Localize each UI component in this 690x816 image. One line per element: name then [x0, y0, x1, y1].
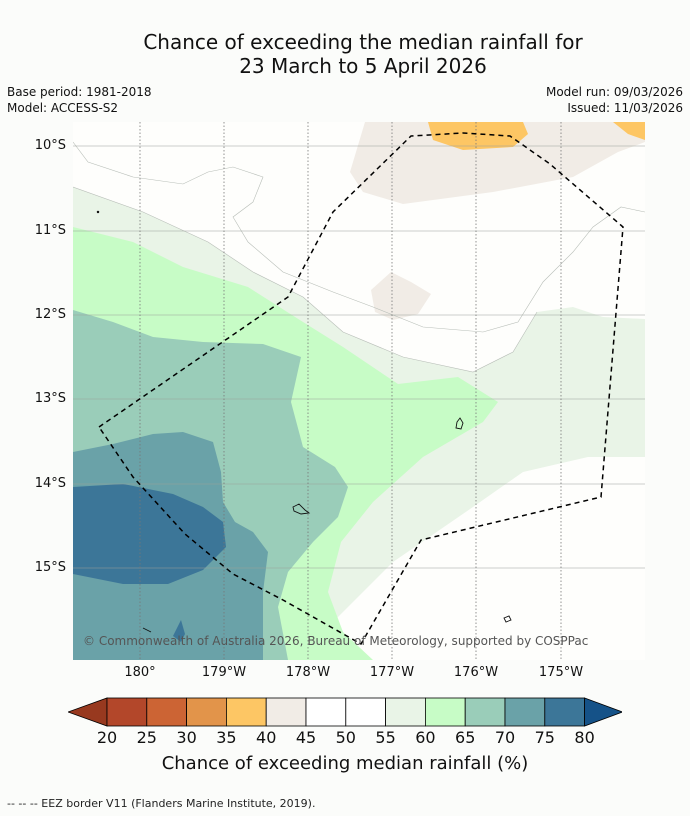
copyright-notice: © Commonwealth of Australia 2026, Bureau… [83, 634, 589, 648]
colorbar-cell [225, 697, 267, 727]
title-line-2: 23 March to 5 April 2026 [239, 54, 487, 78]
colorbar-tick-label: 30 [176, 728, 197, 747]
lon-label-175w: 175°W [538, 665, 584, 680]
lon-label-176w: 176°W [453, 665, 499, 680]
base-period: Base period: 1981-2018 [7, 85, 152, 99]
lat-label-12s: 12°S [34, 307, 66, 322]
colorbar-tick-label: 25 [136, 728, 157, 747]
region-50-55-patch [403, 552, 593, 660]
colorbar-tick-label: 70 [494, 728, 516, 747]
colorbar-cell [106, 697, 148, 727]
region-35-40-top [428, 122, 528, 150]
title-line-1: Chance of exceeding the median rainfall … [143, 30, 583, 54]
model-info: Base period: 1981-2018 Model: ACCESS-S2 [7, 84, 152, 116]
graticule [73, 145, 645, 569]
colorbar-high-extension [584, 697, 622, 727]
colorbar-tick-label: 60 [415, 728, 436, 747]
region-50-55-patch-right [593, 482, 645, 660]
lon-label-180: 180° [124, 665, 156, 680]
region-35-40-top-right [613, 122, 645, 140]
island-funafuti [455, 417, 464, 430]
meridians [139, 122, 562, 660]
colorbar-cell [504, 697, 546, 727]
contour-lines [72, 141, 646, 373]
colorbar-tick-label: 35 [216, 728, 237, 747]
colorbar-low-extension [68, 697, 108, 727]
eez-border [97, 132, 624, 646]
lat-label-15s: 15°S [34, 560, 66, 575]
lon-label-178w: 178°W [285, 665, 331, 680]
rainfall-map: © Commonwealth of Australia 2026, Bureau… [72, 122, 646, 660]
colorbar-tick-label: 50 [335, 728, 356, 747]
issued-date: Issued: 11/03/2026 [567, 101, 683, 115]
colorbar-tick-label: 40 [256, 728, 277, 747]
colorbar-tick-label: 80 [574, 728, 595, 747]
colorbar-cells [68, 697, 622, 727]
model-name: Model: ACCESS-S2 [7, 101, 119, 115]
colorbar-cell [146, 697, 188, 727]
colorbar-cell [544, 697, 585, 727]
island-nanumea [142, 627, 152, 633]
lat-label-14s: 14°S [34, 476, 66, 491]
colorbar-cell [305, 697, 347, 727]
colorbar-cell [345, 697, 386, 727]
colorbar-label: Chance of exceeding median rainfall (%) [161, 753, 529, 774]
colorbar-tick-label: 75 [534, 728, 555, 747]
colorbar-cell [385, 697, 426, 727]
colorbar-cell [464, 697, 506, 727]
region-75-80-small [173, 620, 185, 642]
colorbar-tick-label: 55 [375, 728, 396, 747]
colorbar-cell [424, 697, 466, 727]
map-canvas [72, 122, 646, 660]
island-nukufetau [292, 503, 311, 515]
lat-label-11s: 11°S [34, 223, 66, 238]
colorbar-tick-label: 20 [96, 728, 118, 747]
region-40-45-patch [371, 272, 431, 320]
colorbar-tick-label: 65 [455, 728, 476, 747]
colorbar-cell [186, 697, 227, 727]
islands [96, 210, 512, 633]
map-title: Chance of exceeding the median rainfall … [0, 30, 690, 78]
model-run: Model run: 09/03/2026 [545, 85, 683, 99]
eez-footnote: -- -- -- EEZ border V11 (Flanders Marine… [7, 797, 316, 810]
colorbar-tick-label: 45 [295, 728, 317, 747]
lon-label-177w: 177°W [369, 665, 415, 680]
island-nui [503, 615, 512, 623]
colorbar [68, 697, 622, 727]
lat-label-13s: 13°S [34, 391, 66, 406]
region-75-80 [73, 484, 226, 584]
run-info: Model run: 09/03/2026 Issued: 11/03/2026 [546, 84, 683, 116]
lon-label-179w: 179°W [201, 665, 247, 680]
lat-label-10s: 10°S [34, 138, 66, 153]
region-40-45-top [350, 122, 645, 204]
colorbar-cell [265, 697, 307, 727]
